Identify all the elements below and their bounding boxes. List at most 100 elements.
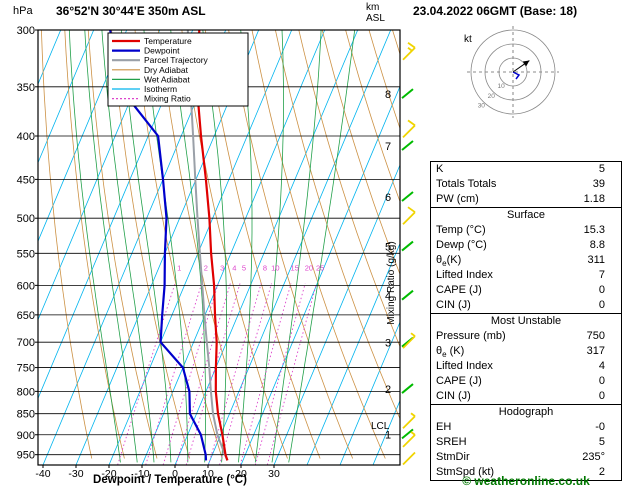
svg-text:700: 700 [17, 337, 35, 349]
legend-item-label: Isotherm [144, 84, 177, 94]
svg-text:30: 30 [268, 468, 280, 480]
table-row: CAPE (J) 0 [431, 374, 621, 389]
svg-text:800: 800 [17, 386, 35, 398]
copyright-footer: © weatheronline.co.uk [462, 474, 590, 486]
temperature-line [195, 30, 229, 461]
svg-text:3: 3 [385, 338, 391, 350]
legend-item-label: Parcel Trajectory [144, 55, 209, 65]
asl-label: ASL [366, 13, 385, 24]
row-label: Dewp (°C) [436, 239, 487, 251]
table-row: CIN (J) 0 [431, 389, 621, 404]
svg-text:-40: -40 [35, 468, 50, 480]
row-label: Totals Totals [436, 178, 497, 190]
svg-text:-30: -30 [68, 468, 83, 480]
mixing-ratio-value-labels: 1 2 3 4 5 8 10 15 20 25 [177, 263, 324, 272]
row-label: θe (K) [436, 345, 465, 360]
svg-text:500: 500 [17, 213, 35, 225]
row-value: 8.8 [589, 239, 605, 251]
svg-text:8: 8 [263, 263, 267, 272]
svg-text:350: 350 [17, 82, 35, 94]
table-row: StmDir 235° [431, 450, 621, 465]
row-label: CAPE (J) [436, 284, 482, 296]
table-row: Lifted Index 4 [431, 359, 621, 374]
svg-text:1: 1 [385, 429, 391, 441]
stats-table-most-unstable: Most Unstable Pressure (mb) 750 θe (K) 317 Li… [430, 313, 622, 405]
table-header: Hodograph [498, 406, 554, 418]
row-value: 311 [587, 254, 605, 266]
row-value: 0 [598, 375, 605, 387]
row-label: Temp (°C) [436, 224, 486, 236]
location-title: 36°52'N 30°44'E 350m ASL [56, 4, 206, 18]
row-label: Lifted Index [436, 360, 493, 372]
row-label: CAPE (J) [436, 375, 482, 387]
table-row: SREH 5 [431, 435, 621, 450]
temperature-tick-labels: -40 -30 -20 -10 0 10 20 30 [35, 465, 280, 480]
row-label: CIN (J) [436, 390, 471, 402]
svg-text:7: 7 [385, 141, 391, 153]
svg-text:-10: -10 [134, 468, 149, 480]
svg-text:20: 20 [488, 93, 496, 100]
row-value: 5 [598, 163, 605, 175]
row-value: 5 [598, 436, 605, 448]
svg-text:1: 1 [177, 263, 181, 272]
svg-text:450: 450 [17, 174, 35, 186]
row-label: SREH [436, 436, 467, 448]
table-header: Surface [507, 209, 545, 221]
table-row: CIN (J) 0 [431, 298, 621, 313]
row-label: Lifted Index [436, 269, 493, 281]
svg-text:650: 650 [17, 310, 35, 322]
pressure-axis-unit: hPa [13, 5, 33, 17]
row-value: 7 [598, 269, 605, 281]
svg-text:6: 6 [385, 192, 391, 204]
svg-text:15: 15 [291, 263, 299, 272]
svg-text:750: 750 [17, 363, 35, 375]
row-value: 0 [598, 299, 605, 311]
row-value: 235° [582, 451, 605, 463]
table-row: EH -0 [431, 420, 621, 435]
svg-text:850: 850 [17, 409, 35, 421]
svg-text:10: 10 [497, 83, 505, 90]
row-label: EH [436, 421, 452, 433]
hodograph-unit-label: kt [464, 34, 472, 45]
svg-text:10: 10 [202, 468, 214, 480]
row-label: CIN (J) [436, 299, 471, 311]
svg-text:2: 2 [385, 384, 391, 396]
row-value: 317 [586, 345, 605, 357]
run-date-title: 23.04.2022 06GMT (Base: 18) [413, 4, 578, 18]
svg-text:4: 4 [385, 291, 391, 303]
parcel-trajectory-line [186, 30, 229, 461]
row-label: StmSpd (kt) [436, 466, 495, 478]
table-row: Totals Totals 39 [431, 177, 621, 192]
svg-text:-20: -20 [101, 468, 116, 480]
row-label: StmDir [436, 451, 470, 463]
row-value: 2 [598, 466, 605, 478]
svg-text:600: 600 [17, 280, 35, 292]
svg-text:10: 10 [271, 263, 279, 272]
dewpoint-line [109, 30, 208, 461]
svg-text:4: 4 [232, 263, 236, 272]
stats-table-hodograph: Hodograph EH -0 SREH 5 StmDir 235° StmSpd (kt) 2 [430, 404, 622, 481]
svg-text:300: 300 [17, 25, 35, 37]
mixing-ratio-axis-label: Mixing Ratio (g/kg) [386, 241, 397, 325]
svg-text:550: 550 [17, 248, 35, 260]
altitude-axis-unit: km ASL [366, 2, 385, 24]
row-value: 15.3 [583, 224, 605, 236]
legend-item-label: Dewpoint [144, 46, 180, 56]
svg-text:400: 400 [17, 131, 35, 143]
row-label: Pressure (mb) [436, 330, 506, 342]
row-value: 4 [598, 360, 605, 372]
table-header: Most Unstable [490, 315, 562, 327]
legend-item-label: Mixing Ratio [144, 94, 191, 104]
svg-text:0: 0 [172, 468, 178, 480]
svg-text:25: 25 [316, 263, 324, 272]
row-value: 0 [598, 284, 605, 296]
legend-item-label: Wet Adiabat [144, 74, 190, 84]
svg-text:3: 3 [220, 263, 224, 272]
table-row: θe(K) 311 [431, 253, 621, 268]
row-value: -0 [595, 421, 605, 433]
